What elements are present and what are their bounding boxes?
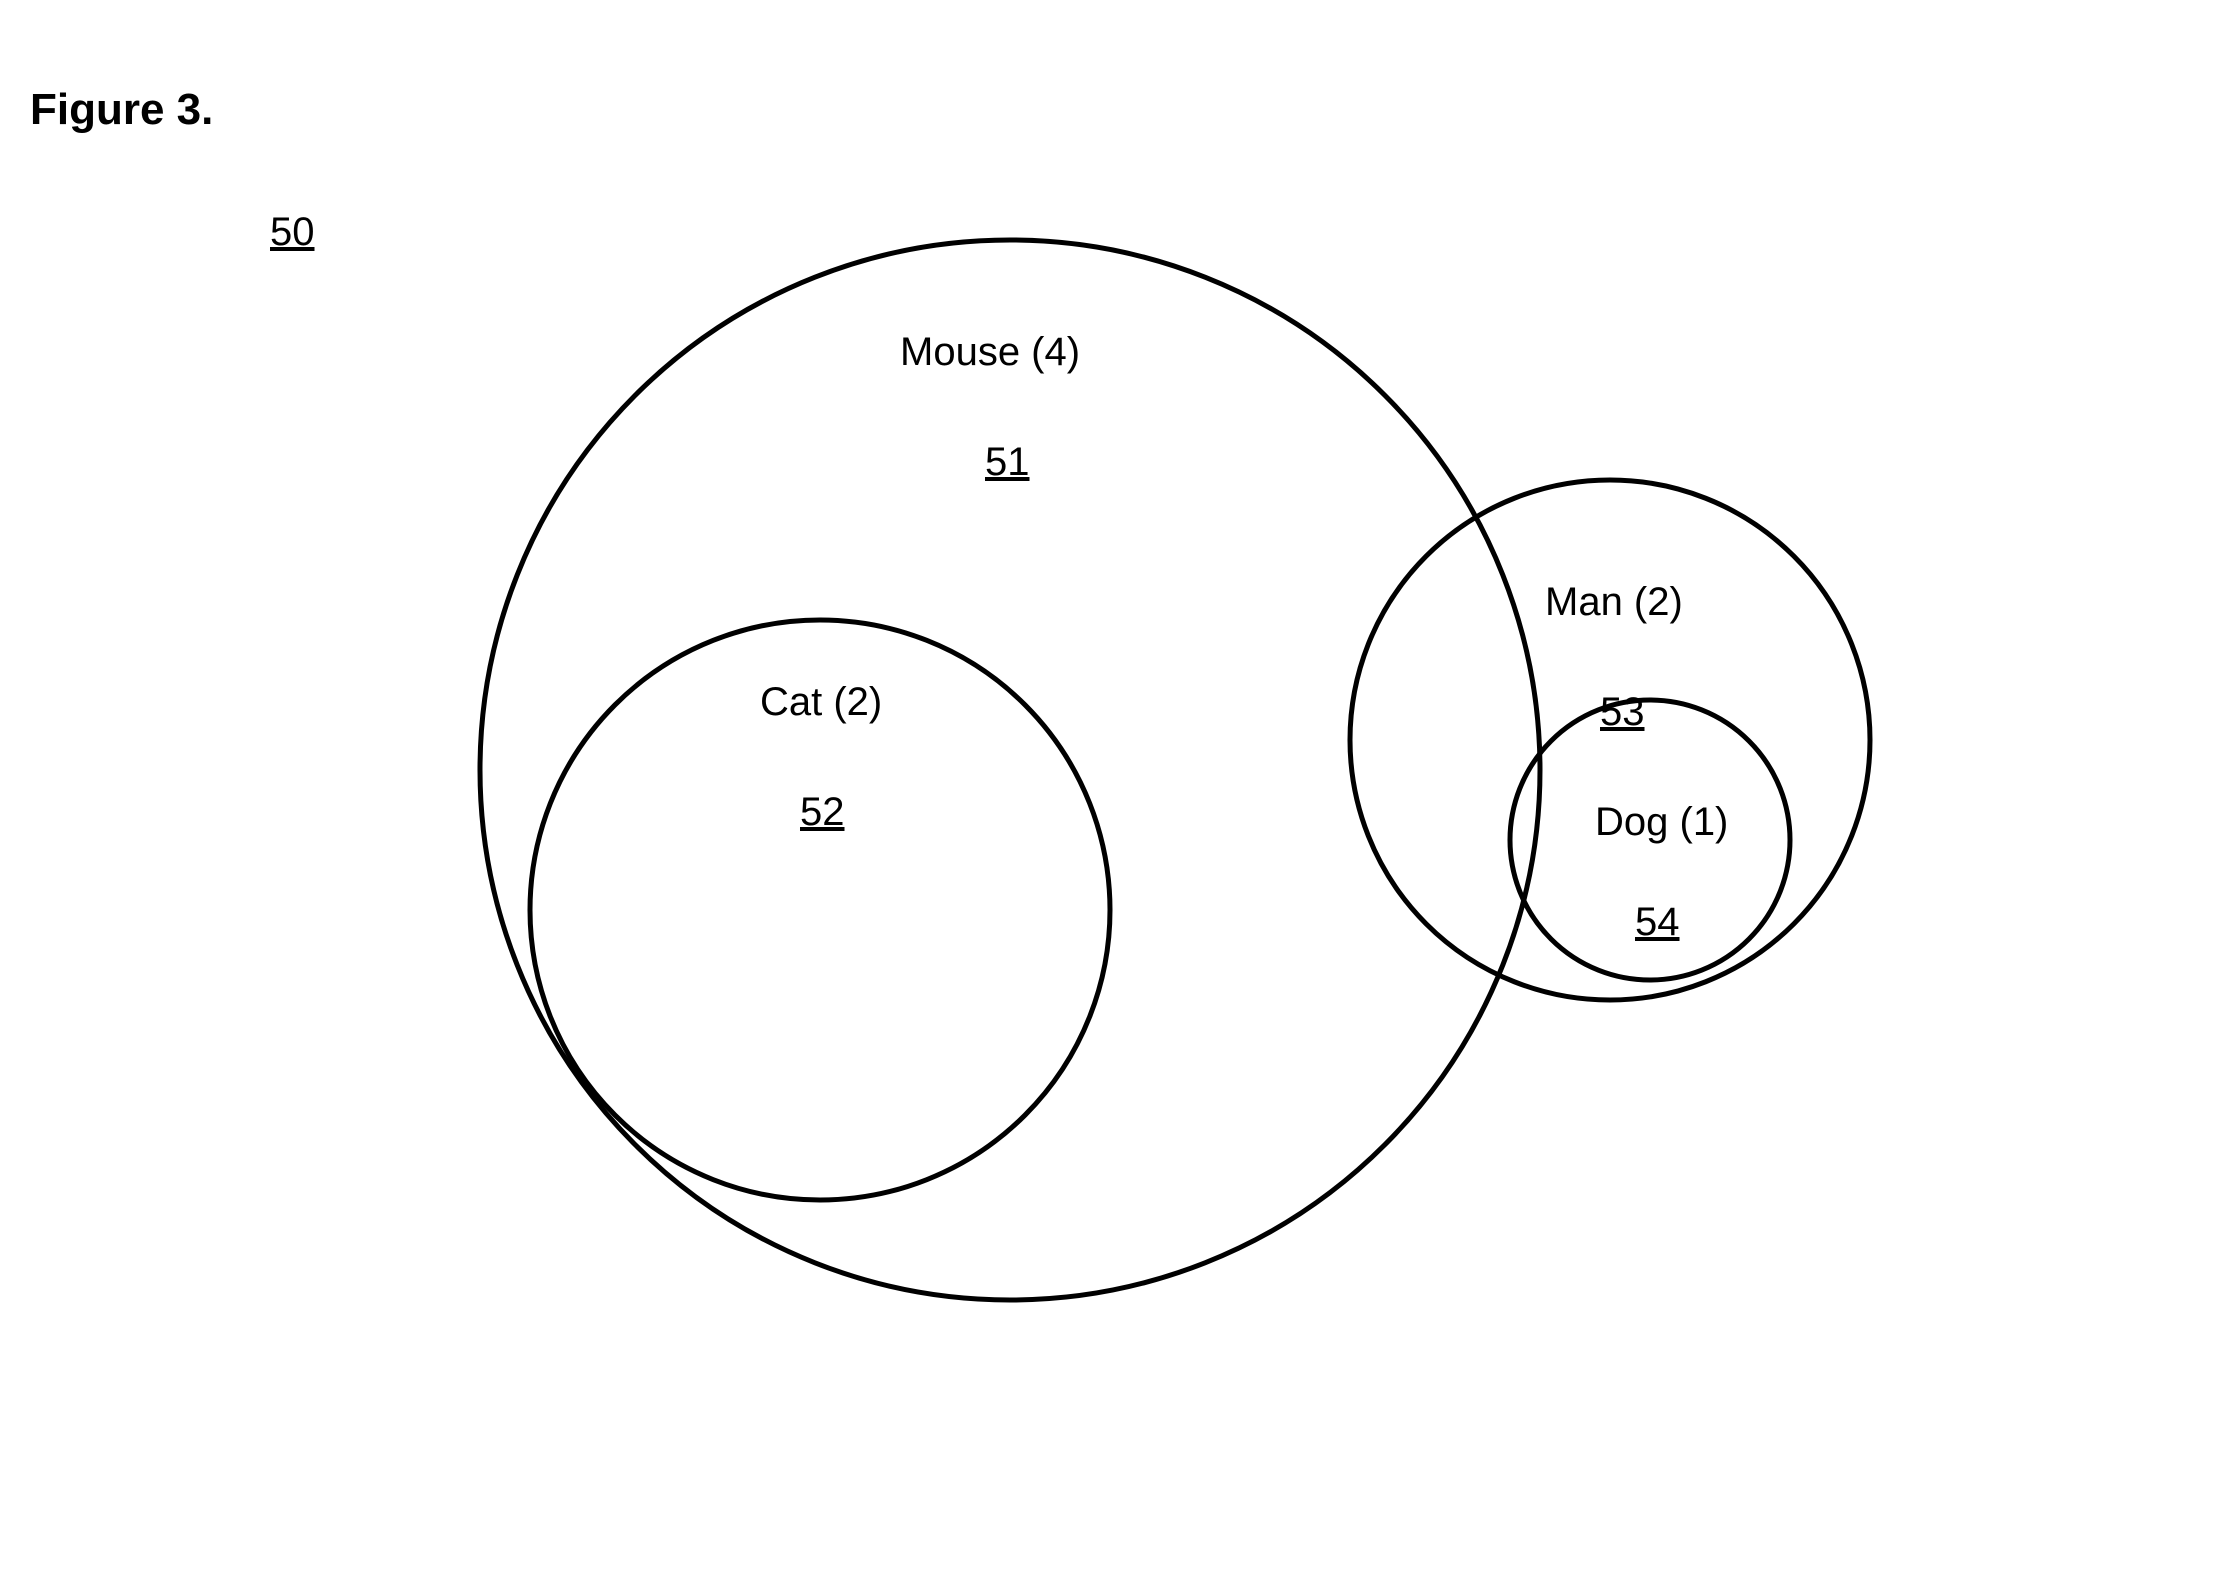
circle-ref-52: 52 (800, 790, 845, 835)
diagram-canvas: Figure 3. 50 Mouse (4) 51 Cat (2) 52 Man… (0, 0, 2215, 1592)
circle-ref-51: 51 (985, 440, 1030, 485)
venn-diagram-svg (0, 0, 2215, 1592)
circle-mouse (480, 240, 1540, 1300)
circle-man (1350, 480, 1870, 1000)
circle-label-cat: Cat (2) (760, 680, 882, 725)
circle-label-dog: Dog (1) (1595, 800, 1728, 845)
circle-ref-54: 54 (1635, 900, 1680, 945)
circle-ref-53: 53 (1600, 690, 1645, 735)
circle-label-man: Man (2) (1545, 580, 1683, 625)
circle-label-mouse: Mouse (4) (900, 330, 1080, 375)
